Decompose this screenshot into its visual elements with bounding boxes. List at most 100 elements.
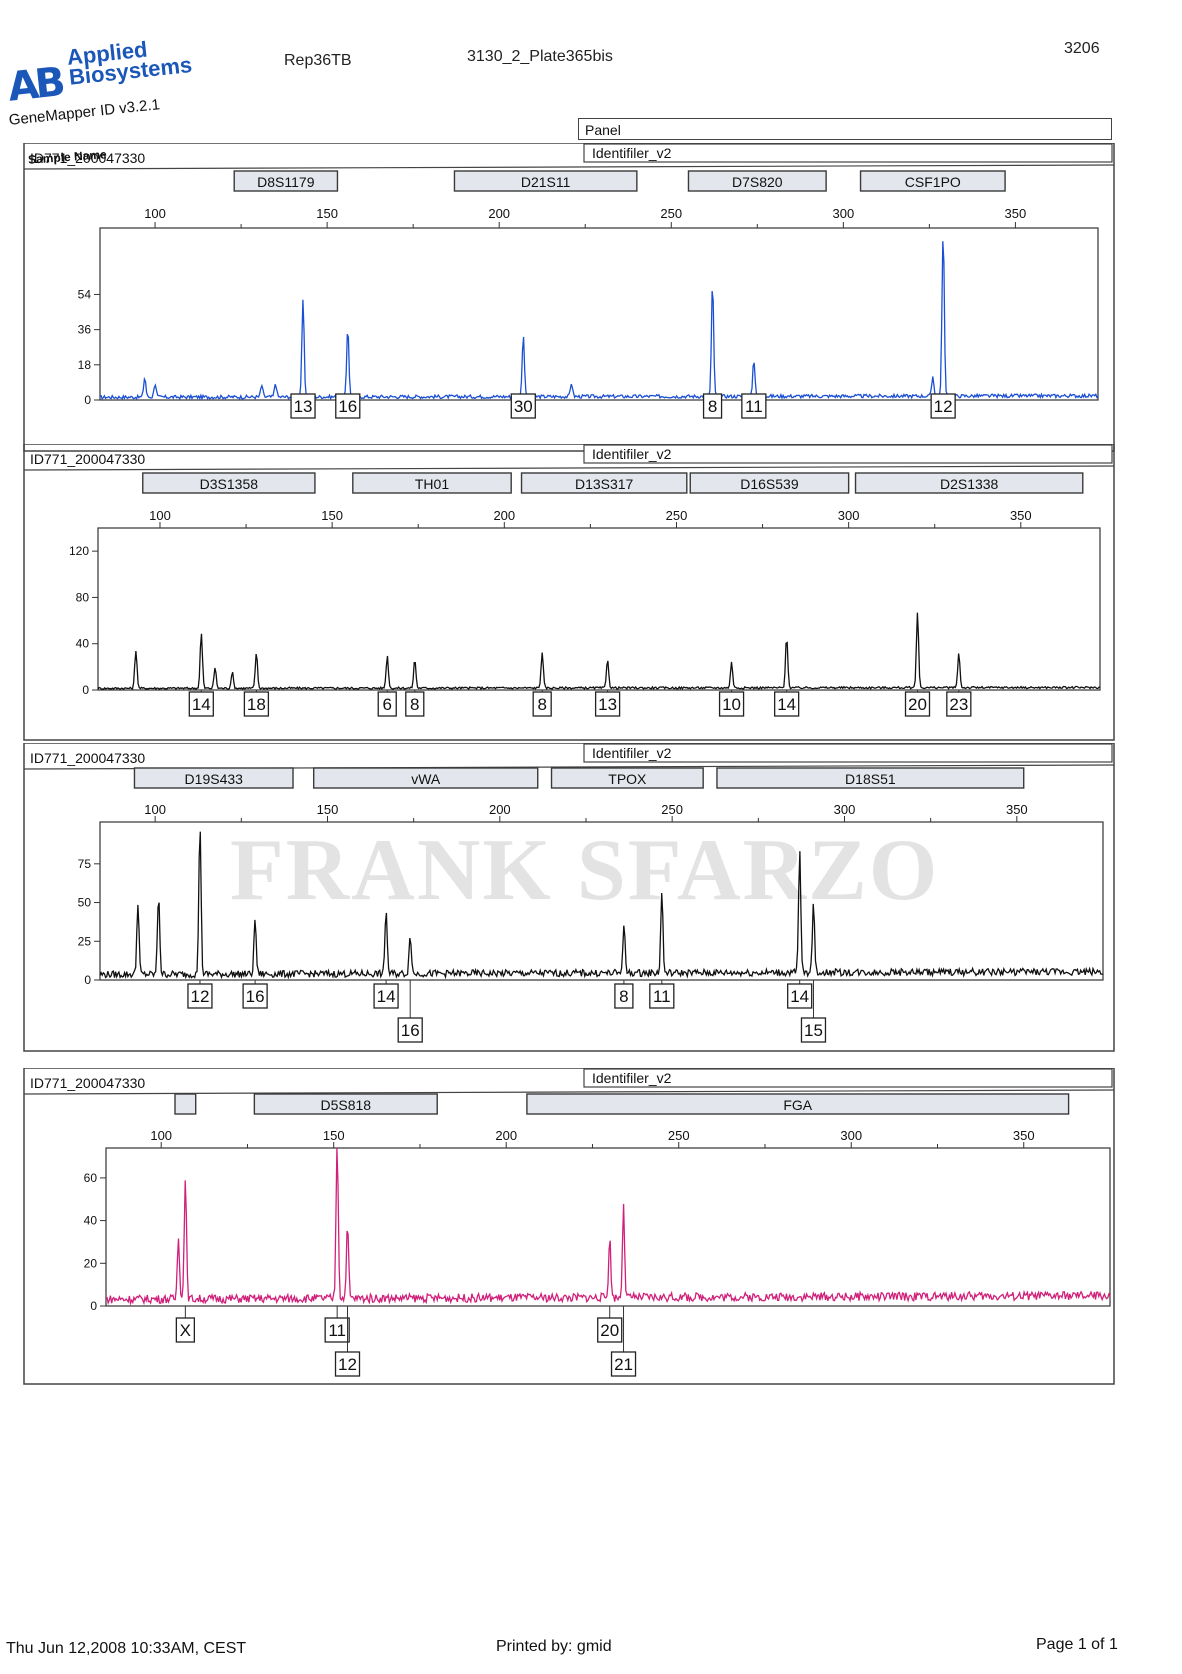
allele-label: 11 [328, 1321, 346, 1340]
allele-label: 11 [745, 397, 763, 416]
marker-bin: D7S820 [687, 170, 827, 192]
x-tick-label: 350 [1006, 802, 1028, 817]
allele-label: 14 [790, 987, 809, 1006]
allele-call: 16 [397, 980, 423, 1043]
y-tick-label: 50 [78, 896, 92, 910]
x-tick-label: 100 [150, 1128, 172, 1143]
marker-bin: D21S11 [453, 170, 638, 192]
allele-call: 11 [741, 393, 767, 419]
electropherogram-blue: ID771_200047330 Identifiler_v2 D8S1179 D21S… [23, 143, 1115, 452]
project-name: Rep36TB [284, 52, 352, 69]
y-tick-label: 120 [69, 544, 89, 558]
allele-call: 8 [532, 690, 552, 717]
allele-call: 11 [324, 1306, 350, 1343]
trace-green [97, 612, 1101, 691]
panel-name: Identifiler_v2 [592, 1070, 672, 1086]
printed-by: Printed by: gmid [496, 1638, 612, 1655]
sample-name: ID771_200047330 [30, 1075, 145, 1091]
page-code: 3206 [1064, 40, 1100, 57]
panel-name: Identifiler_v2 [592, 145, 672, 161]
allele-call: 12 [930, 393, 956, 419]
marker-bin: D13S317 [520, 472, 688, 494]
x-tick-label: 350 [1005, 206, 1027, 221]
allele-call: 10 [718, 690, 745, 717]
allele-label: 14 [777, 695, 796, 714]
x-tick-label: 150 [317, 802, 339, 817]
panel-name-box [583, 444, 1113, 464]
y-tick-label: 18 [78, 358, 92, 372]
panel-name-box [583, 143, 1113, 163]
electropherogram-yellow: ID771_200047330 Identifiler_v2 D19S433 vWA T… [23, 743, 1115, 1052]
sample-name: ID771_200047330 [30, 451, 145, 467]
panel-frame [23, 1068, 1115, 1385]
panel-frame [23, 444, 1115, 741]
panel-name-box [583, 743, 1113, 763]
allele-call: 13 [594, 690, 621, 717]
allele-label: 12 [934, 397, 953, 416]
marker-label: D2S1338 [940, 476, 999, 492]
marker-bin: D3S1358 [142, 472, 316, 494]
allele-label: 8 [619, 987, 628, 1006]
y-tick-label: 40 [84, 1214, 98, 1228]
x-tick-label: 250 [668, 1128, 690, 1143]
y-tick-label: 40 [76, 637, 90, 651]
allele-label: 6 [383, 695, 392, 714]
panel-label: Panel [585, 122, 621, 138]
marker-label: D7S820 [732, 174, 783, 190]
y-tick-label: 80 [76, 590, 90, 604]
x-tick-label: 300 [832, 206, 854, 221]
allele-label: 13 [294, 397, 313, 416]
allele-call: X [175, 1306, 196, 1343]
x-tick-label: 200 [495, 1128, 517, 1143]
allele-call: 30 [510, 393, 536, 419]
marker-bin: CSF1PO [859, 170, 1006, 192]
allele-label: 8 [537, 695, 546, 714]
x-tick-label: 100 [149, 508, 171, 523]
x-tick-label: 200 [493, 508, 515, 523]
x-tick-label: 250 [660, 206, 682, 221]
allele-call: 20 [597, 1306, 623, 1343]
allele-call: 8 [405, 690, 425, 717]
marker-bin [174, 1093, 197, 1115]
allele-label: 8 [410, 695, 419, 714]
allele-label: 21 [614, 1355, 633, 1374]
x-tick-label: 350 [1010, 508, 1032, 523]
marker-label: CSF1PO [905, 174, 961, 190]
marker-bin: D19S433 [133, 767, 294, 789]
page-number: Page 1 of 1 [1036, 1636, 1118, 1653]
marker-label: D8S1179 [257, 174, 315, 190]
sample-name: ID771_200047330 [30, 150, 145, 166]
x-tick-label: 150 [316, 206, 338, 221]
marker-label: FGA [783, 1097, 812, 1113]
x-tick-label: 150 [321, 508, 343, 523]
allele-call: 12 [334, 1306, 361, 1377]
panel-header: Panel [578, 118, 1112, 140]
allele-call: 8 [702, 393, 723, 419]
allele-label: 12 [190, 987, 209, 1006]
allele-call: 14 [774, 690, 800, 717]
x-tick-label: 300 [838, 508, 860, 523]
allele-call: 16 [335, 393, 361, 419]
marker-bin: TH01 [352, 472, 512, 494]
panel-frame [23, 743, 1115, 1052]
marker-bin: FGA [526, 1093, 1070, 1115]
brand-name: Applied Biosystems [66, 35, 194, 90]
marker-label: D5S818 [320, 1097, 371, 1113]
x-tick-label: 350 [1013, 1128, 1035, 1143]
y-tick-label: 25 [78, 934, 92, 948]
print-datetime: Thu Jun 12,2008 10:33AM, CEST [6, 1640, 247, 1657]
allele-call: 18 [243, 690, 270, 717]
trace-yellow [99, 831, 1104, 980]
allele-call: 11 [649, 980, 675, 1009]
allele-label: 13 [598, 695, 617, 714]
allele-call: 21 [610, 1306, 637, 1377]
allele-call: 14 [787, 980, 813, 1009]
allele-call: 20 [904, 690, 931, 717]
allele-call: 14 [373, 980, 399, 1009]
x-tick-label: 200 [488, 206, 510, 221]
x-tick-label: 100 [144, 206, 166, 221]
allele-label: 12 [338, 1355, 357, 1374]
panel-frame [23, 143, 1115, 452]
sample-name: ID771_200047330 [30, 750, 145, 766]
marker-bin: D8S1179 [233, 170, 339, 192]
